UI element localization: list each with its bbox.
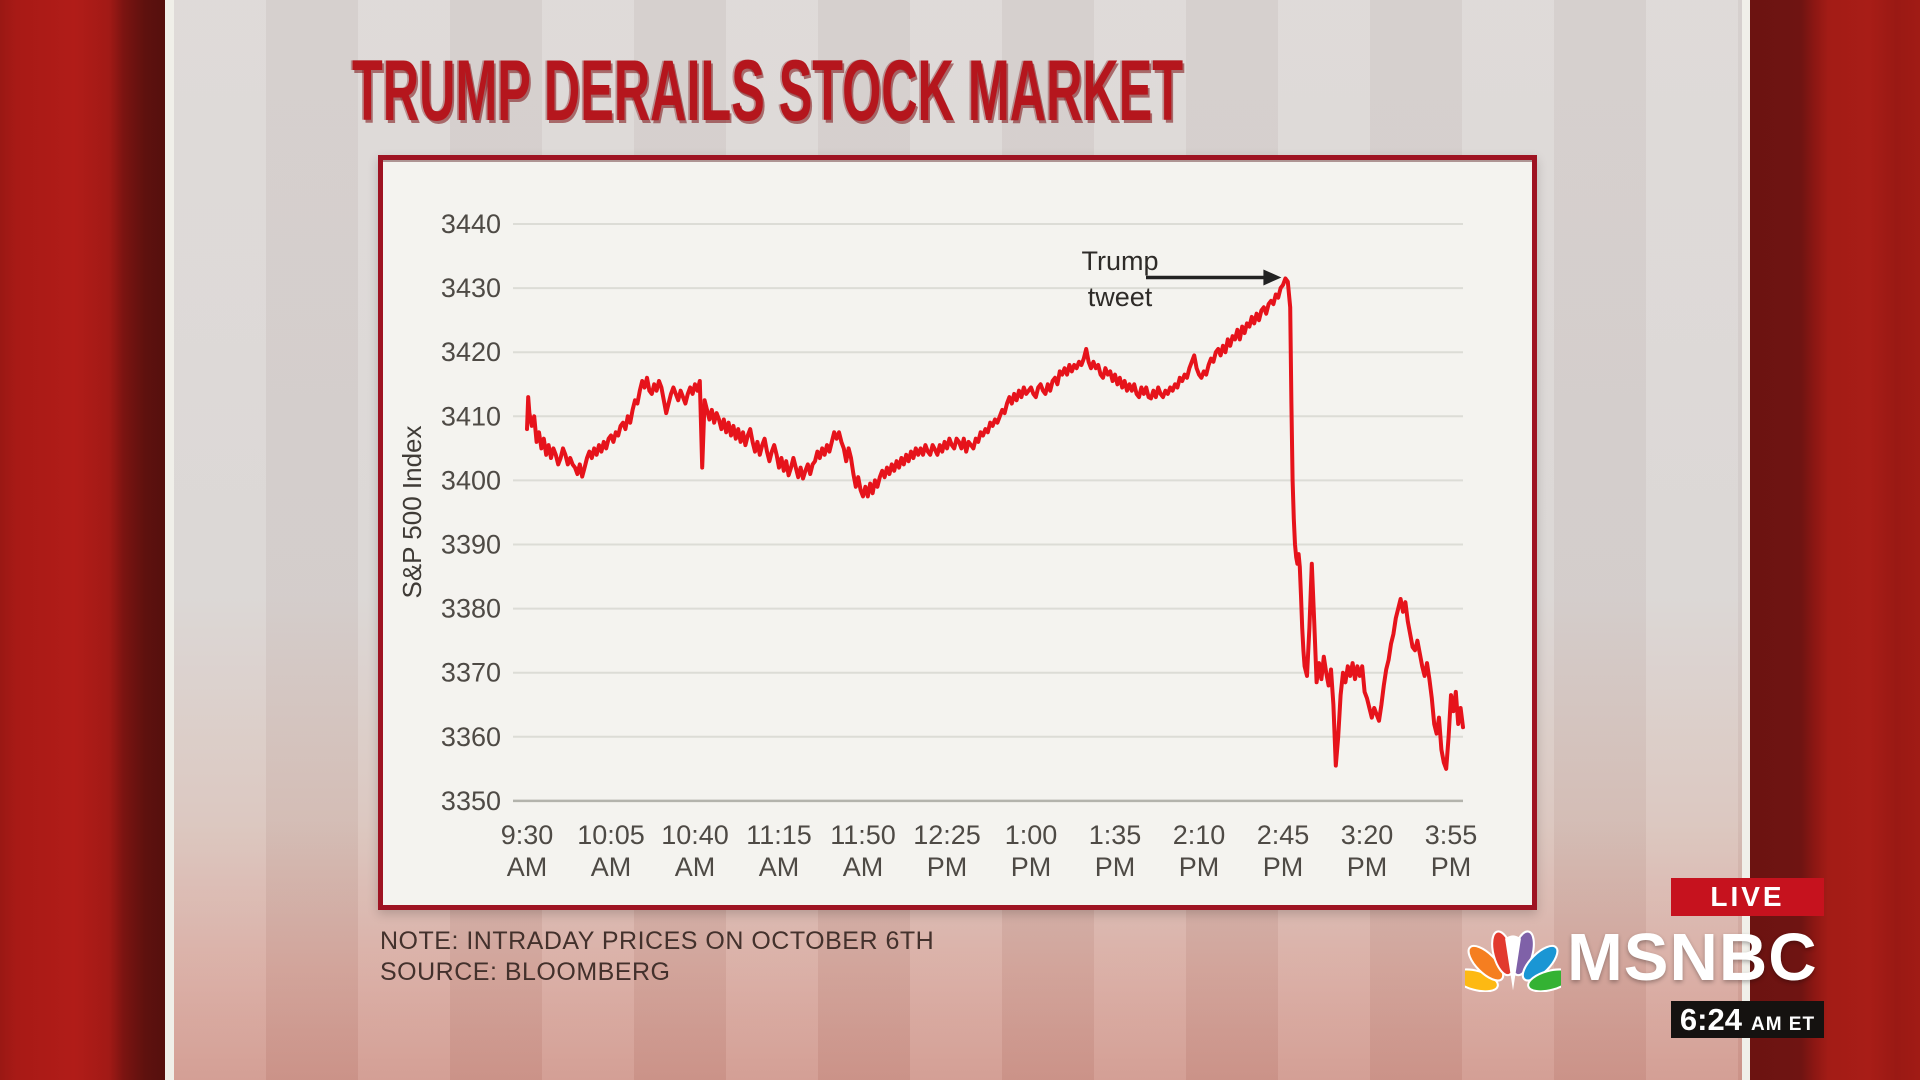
svg-text:9:30: 9:30 (501, 820, 554, 850)
headline: TRUMP DERAILS STOCK MARKET (352, 43, 1184, 139)
svg-text:PM: PM (927, 852, 968, 882)
chart-panel: 3350 3360 3370 3380 3390 3400 3410 3420 3430 3440… (378, 155, 1537, 910)
right-separator-line (1742, 0, 1750, 1080)
svg-text:3370: 3370 (441, 658, 501, 688)
clock-timezone: AM ET (1750, 1014, 1816, 1035)
svg-text:AM: AM (759, 852, 800, 882)
svg-text:PM: PM (1431, 852, 1472, 882)
sp500-line-chart: 3350 3360 3370 3380 3390 3400 3410 3420 3430 3440… (397, 209, 1478, 882)
svg-text:12:25: 12:25 (913, 820, 981, 850)
svg-text:10:40: 10:40 (661, 820, 729, 850)
svg-text:11:15: 11:15 (746, 820, 812, 850)
svg-text:3380: 3380 (441, 594, 501, 624)
svg-text:1:00: 1:00 (1005, 820, 1058, 850)
svg-text:AM: AM (591, 852, 632, 882)
live-label: LIVE (1710, 881, 1785, 912)
note-line-1: NOTE: INTRADAY PRICES ON OCTOBER 6TH (380, 927, 935, 955)
svg-text:3410: 3410 (441, 401, 501, 431)
svg-text:3420: 3420 (441, 337, 501, 367)
svg-text:AM: AM (675, 852, 716, 882)
svg-text:1:35: 1:35 (1089, 820, 1142, 850)
svg-text:PM: PM (1011, 852, 1052, 882)
svg-text:3440: 3440 (441, 209, 501, 239)
svg-text:10:05: 10:05 (577, 820, 645, 850)
live-badge: LIVE (1671, 878, 1824, 916)
svg-text:3:55: 3:55 (1425, 820, 1478, 850)
svg-text:2:45: 2:45 (1257, 820, 1310, 850)
svg-text:PM: PM (1179, 852, 1220, 882)
svg-text:PM: PM (1095, 852, 1136, 882)
svg-text:3:20: 3:20 (1341, 820, 1394, 850)
svg-text:3360: 3360 (441, 722, 501, 752)
clock-time: 6:24 (1679, 1002, 1742, 1037)
svg-text:PM: PM (1347, 852, 1388, 882)
svg-text:PM: PM (1263, 852, 1304, 882)
svg-text:Trump: Trump (1081, 246, 1158, 276)
left-red-band (0, 0, 165, 1080)
svg-text:3390: 3390 (441, 530, 501, 560)
svg-text:S&P 500 Index: S&P 500 Index (397, 426, 427, 599)
svg-text:tweet: tweet (1088, 282, 1153, 312)
note-line-2: SOURCE: BLOOMBERG (380, 958, 671, 986)
svg-text:2:10: 2:10 (1173, 820, 1226, 850)
nbc-peacock-icon (1465, 930, 1561, 992)
svg-text:11:50: 11:50 (830, 820, 896, 850)
source-note: NOTE: INTRADAY PRICES ON OCTOBER 6TH SOU… (380, 926, 934, 988)
svg-text:AM: AM (507, 852, 548, 882)
svg-text:3430: 3430 (441, 273, 501, 303)
network-brand: MSNBC (1465, 919, 1818, 995)
network-name: MSNBC (1567, 919, 1818, 995)
svg-text:AM: AM (843, 852, 884, 882)
svg-text:3350: 3350 (441, 786, 501, 816)
left-separator-line (165, 0, 174, 1080)
time-display: 6:24 AM ET (1671, 1001, 1824, 1038)
svg-text:3400: 3400 (441, 465, 501, 495)
